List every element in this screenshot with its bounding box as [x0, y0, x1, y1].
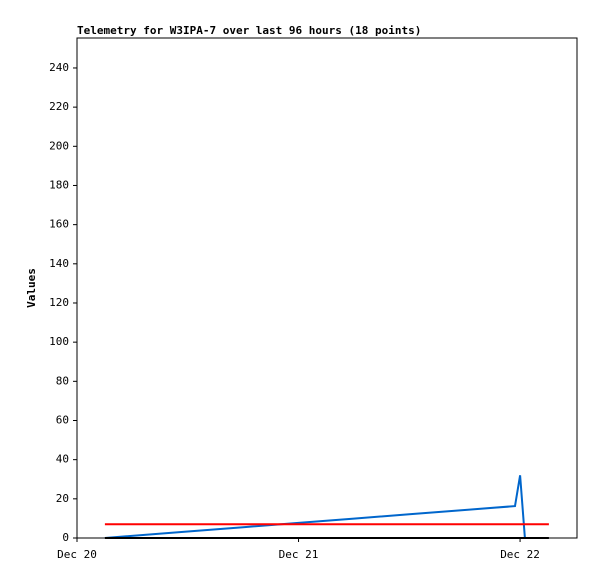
x-tick-label: Dec 22: [500, 548, 540, 561]
y-tick-label: 0: [62, 531, 69, 544]
y-tick-label: 40: [56, 453, 69, 466]
y-tick-label: 100: [49, 335, 69, 348]
x-tick-label: Dec 21: [279, 548, 319, 561]
y-tick-label: 200: [49, 139, 69, 152]
y-tick-label: 140: [49, 257, 69, 270]
y-tick-label: 160: [49, 218, 69, 231]
y-tick-label: 240: [49, 61, 69, 74]
y-tick-label: 120: [49, 296, 69, 309]
series-line: [104, 475, 526, 539]
plot-frame: [76, 37, 578, 539]
y-tick-label: 80: [56, 374, 69, 387]
chart-title: Telemetry for W3IPA-7 over last 96 hours…: [77, 24, 421, 37]
y-axis-label: Values: [25, 268, 38, 308]
y-tick-label: 60: [56, 413, 69, 426]
y-tick-label: 20: [56, 492, 69, 505]
y-tick-label: 180: [49, 178, 69, 191]
x-tick-label: Dec 20: [57, 548, 97, 561]
y-tick-label: 220: [49, 100, 69, 113]
